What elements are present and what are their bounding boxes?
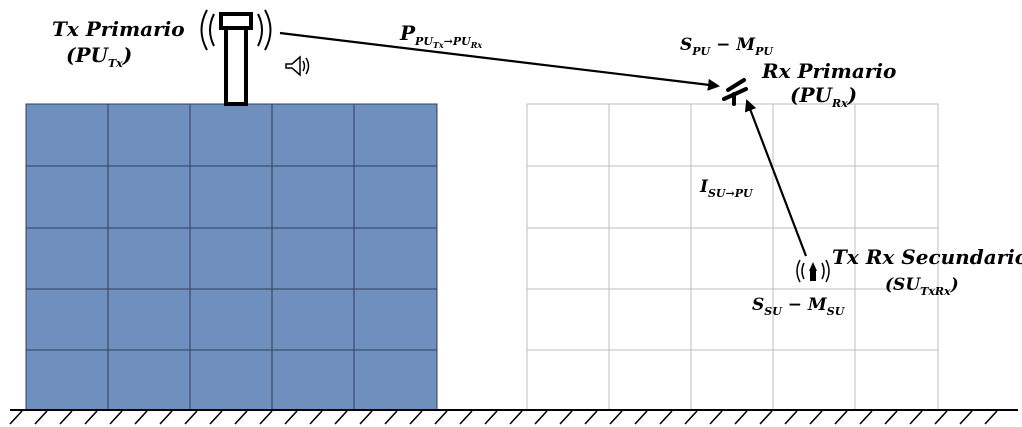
ground-hatch-mark xyxy=(759,410,773,425)
ground-hatch-mark xyxy=(934,410,948,425)
primary-block xyxy=(26,104,437,410)
ground-hatch-mark xyxy=(434,410,448,425)
secondary-sensing-label: SSU − MSU xyxy=(752,295,846,318)
ground-hatch-mark xyxy=(284,410,298,425)
ground-hatch-mark xyxy=(384,410,398,425)
ground-hatch-mark xyxy=(584,410,598,425)
interference-link-arrow xyxy=(744,99,808,257)
tx-primary-symbol: (PUTx) xyxy=(66,43,132,70)
ground-hatch-mark xyxy=(609,410,623,425)
interference-link-label: ISU→PU xyxy=(699,177,754,200)
ground-hatch-mark xyxy=(209,410,223,425)
tx-rx-antenna-icon xyxy=(796,259,830,283)
power-link-label: PPUTx→PURx xyxy=(399,21,482,50)
tx-primary-title: Tx Primario xyxy=(52,17,185,41)
ground-hatch-mark xyxy=(134,410,148,425)
rx-primary-title: Rx Primario xyxy=(761,59,896,83)
ground-hatch-mark xyxy=(409,410,423,425)
power-link-arrow xyxy=(279,31,720,91)
ground-hatch-mark xyxy=(909,410,923,425)
ground-hatch-mark xyxy=(34,410,48,425)
ground-hatch-mark xyxy=(84,410,98,425)
ground-hatch-mark xyxy=(484,410,498,425)
ground-hatch-mark xyxy=(834,410,848,425)
primary-sensing-label: SPU − MPU xyxy=(680,35,774,58)
ground-hatch-mark xyxy=(184,410,198,425)
speaker-icon xyxy=(285,55,310,77)
ground-hatch-mark xyxy=(684,410,698,425)
ground-hatch-mark xyxy=(459,410,473,425)
ground-hatch-mark xyxy=(9,410,23,425)
ground xyxy=(9,409,1018,425)
ground-hatch-mark xyxy=(59,410,73,425)
ground-hatch-mark xyxy=(559,410,573,425)
ground-hatch-mark xyxy=(884,410,898,425)
ground-hatch-mark xyxy=(309,410,323,425)
txrx-secondary-title: Tx Rx Secundario xyxy=(832,245,1022,269)
ground-hatch-mark xyxy=(159,410,173,425)
ground-hatch-mark xyxy=(359,410,373,425)
ground-hatch-mark xyxy=(534,410,548,425)
ground-hatch-mark xyxy=(809,410,823,425)
ground-hatch-mark xyxy=(709,410,723,425)
rx-primary-symbol: (PURx) xyxy=(790,83,857,110)
ground-hatch-mark xyxy=(259,410,273,425)
ground-hatch-mark xyxy=(734,410,748,425)
receiver-antenna-icon xyxy=(722,78,748,106)
ground-hatch-mark xyxy=(859,410,873,425)
ground-hatch-mark xyxy=(784,410,798,425)
ground-hatch-mark xyxy=(959,410,973,425)
ground-hatch-mark xyxy=(634,410,648,425)
ground-hatch-mark xyxy=(984,410,998,425)
txrx-secondary-symbol: (SUTxRx) xyxy=(885,275,959,298)
antenna-tower-icon xyxy=(200,9,272,106)
ground-hatch-mark xyxy=(509,410,523,425)
ground-hatch-mark xyxy=(109,410,123,425)
ground-hatching xyxy=(9,410,998,425)
ground-hatch-mark xyxy=(234,410,248,425)
ground-hatch-mark xyxy=(334,410,348,425)
ground-hatch-mark xyxy=(659,410,673,425)
primary-coverage-grid xyxy=(25,103,438,411)
